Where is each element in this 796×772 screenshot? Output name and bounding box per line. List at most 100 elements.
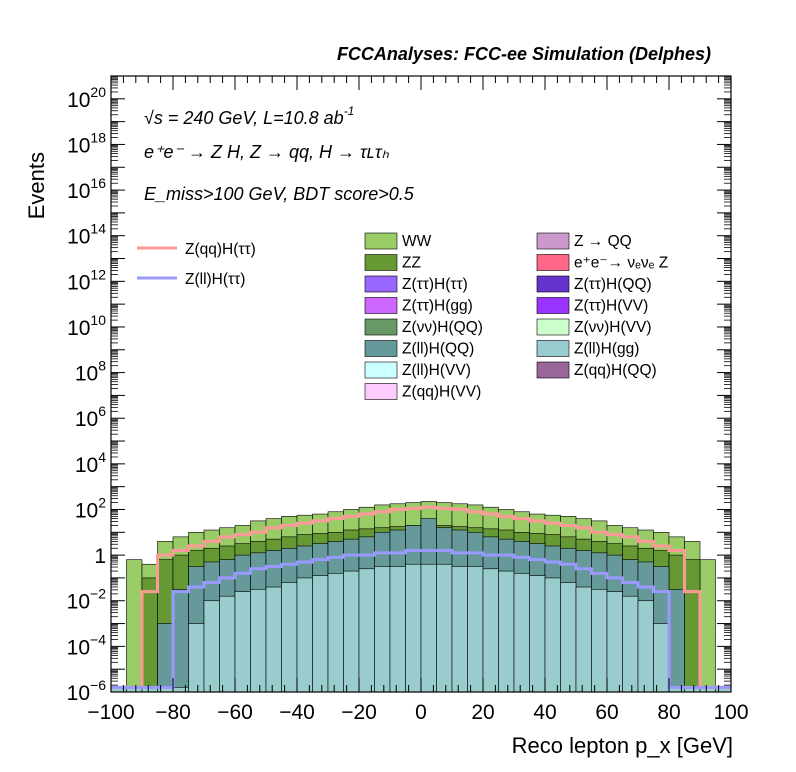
legend-swatch	[364, 232, 398, 250]
legend-label: Z(νν)H(VV)	[574, 319, 652, 336]
stacked-histogram-bars	[110, 501, 732, 693]
bar-llhgg	[420, 563, 437, 693]
bar-llhgg	[265, 586, 282, 693]
bar-llhqq	[172, 589, 189, 693]
bar-llhgg	[498, 570, 515, 693]
y-axis-label: Events	[24, 152, 49, 219]
line-zll-htautau	[111, 549, 731, 689]
bar-llhgg	[653, 623, 670, 693]
bar-llhgg	[622, 595, 639, 693]
legend-swatch	[364, 297, 398, 314]
x-tick-label: −20	[341, 701, 377, 724]
x-tick-label: 40	[533, 701, 556, 724]
legend-swatch	[364, 361, 398, 379]
bar-llhgg	[575, 586, 592, 693]
bar-llhgg	[606, 591, 623, 693]
bar-llhgg	[637, 600, 654, 693]
annotation-cut: E_miss>100 GeV, BDT score>0.5	[144, 184, 415, 204]
legend-label: Z(qq)H(QQ)	[574, 362, 657, 379]
bar-llhgg	[358, 568, 375, 693]
legend-swatch	[536, 297, 570, 314]
legend-label: Z(νν)H(QQ)	[402, 319, 483, 336]
bar-llhgg	[327, 573, 344, 693]
annotation-energy-exponent: -1	[344, 104, 355, 118]
signal-lines	[111, 505, 731, 689]
legend-swatch	[536, 318, 570, 336]
bar-zz	[684, 559, 701, 693]
legend-label: e⁺e⁻→ νₑνₑ Z	[574, 255, 668, 272]
x-tick-label: −80	[155, 701, 191, 724]
legend-label: Z(ττ)H(VV)	[574, 298, 648, 315]
bar-llhgg	[312, 575, 329, 693]
y-tick-label: 10−2	[67, 586, 107, 614]
bar-llhgg	[389, 566, 406, 693]
legend-label: Z(ll)H(VV)	[402, 362, 471, 379]
legend-label: Z(qq)H(VV)	[402, 384, 481, 401]
y-tick-label: 106	[75, 403, 106, 431]
y-tick-label: 1020	[67, 84, 106, 112]
bar-llhgg	[374, 566, 391, 693]
bar-llhgg	[560, 582, 577, 693]
legend-label: Z(ll)H(gg)	[574, 341, 639, 358]
bar-llhgg	[544, 577, 561, 693]
legend-swatch	[536, 275, 570, 293]
bar-zz	[141, 577, 158, 693]
bar-llhqq	[157, 623, 174, 693]
x-tick-label: 80	[657, 701, 680, 724]
bar-llhgg	[188, 623, 205, 693]
y-tick-label: 102	[75, 494, 106, 522]
y-tick-label: 1012	[67, 266, 106, 294]
svg-text:√s = 240 GeV, L=10.8 ab-1: √s = 240 GeV, L=10.8 ab-1	[144, 104, 354, 128]
line-zqq-htautau	[111, 505, 731, 689]
bar-ww	[126, 559, 143, 693]
bar-llhgg	[203, 600, 220, 693]
bar-llhgg	[405, 563, 422, 693]
bar-llhgg	[451, 566, 468, 693]
bar-llhgg	[436, 563, 453, 693]
bar-llhgg	[343, 570, 360, 693]
bar-llhgg	[467, 566, 484, 693]
y-tick-label: 1016	[67, 175, 106, 203]
legend-line-label: Z(ll)H(ττ)	[185, 271, 245, 288]
annotation-process: e⁺e⁻ → Z H, Z → qq, H → τʟτₕ	[144, 142, 390, 162]
bar-llhgg	[513, 573, 530, 693]
bar-llhgg	[281, 582, 298, 693]
bar-llhgg	[219, 595, 236, 693]
bar-llhgg	[482, 568, 499, 693]
chart-title: FCCAnalyses: FCC-ee Simulation (Delphes)	[337, 44, 711, 64]
legend-swatch	[536, 232, 570, 250]
bar-llhgg	[591, 589, 608, 693]
x-tick-label: 0	[415, 701, 427, 724]
bar-llhgg	[172, 687, 189, 693]
bar-ww	[699, 559, 716, 693]
x-tick-label: 20	[471, 701, 494, 724]
bar-llhgg	[250, 589, 267, 693]
legend-swatch	[364, 340, 398, 357]
legend-label: Z(ττ)H(ττ)	[402, 276, 468, 293]
legend-swatch	[364, 383, 398, 400]
x-tick-label: −60	[217, 701, 253, 724]
legend-label: Z(ττ)H(QQ)	[574, 276, 652, 293]
legend-label: Z(ll)H(QQ)	[402, 341, 474, 358]
annotation-energy: √s = 240 GeV, L=10.8 ab	[144, 108, 344, 128]
bar-llhqq	[668, 589, 685, 693]
legend-label: ZZ	[402, 255, 421, 272]
legend: Z(qq)H(ττ) Z(ll)H(ττ) WW Z → QQ ZZ e⁺e⁻→ νₑνₑ…	[137, 232, 668, 401]
x-tick-label: −40	[279, 701, 315, 724]
y-axis: 10−6 10−4 10−2 1 102 104 106 108 1010 1012 1014 101…	[67, 75, 731, 705]
legend-swatch	[536, 361, 570, 379]
bar-llhgg	[296, 577, 313, 693]
legend-swatch	[364, 318, 398, 336]
y-tick-label: 108	[75, 358, 106, 386]
legend-label: Z(ττ)H(gg)	[402, 298, 473, 315]
legend-swatch	[364, 254, 398, 271]
legend-swatch	[536, 340, 570, 357]
legend-line-label: Z(qq)H(ττ)	[185, 241, 256, 258]
y-tick-label: 1018	[67, 129, 106, 157]
y-tick-label: 10−4	[67, 631, 107, 659]
y-tick-label: 1010	[67, 312, 106, 340]
annotation-block: √s = 240 GeV, L=10.8 ab-1 e⁺e⁻ → Z H, Z …	[144, 104, 415, 204]
x-axis-label: Reco lepton p_x [GeV]	[512, 733, 733, 758]
y-tick-label: 10−6	[67, 677, 107, 705]
